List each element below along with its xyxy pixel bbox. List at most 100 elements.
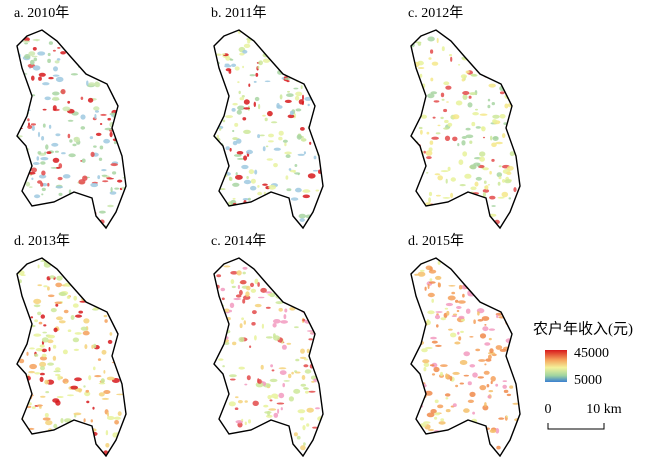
patch [47,286,50,291]
patch [219,223,223,228]
patch [320,339,323,345]
patch [102,298,107,302]
patch [450,192,454,199]
patch [32,65,41,71]
patch [100,113,107,116]
patch [236,157,245,160]
patch [463,408,470,413]
patch [488,351,495,355]
scale-end: 10 km [586,402,622,417]
patch [484,363,487,366]
patch [506,315,514,320]
patch [514,136,520,142]
patch [417,445,421,450]
patch [316,77,323,81]
patch [42,331,47,334]
patch [266,158,273,161]
patch [311,310,314,316]
patch [411,432,416,437]
patch [26,351,29,356]
patch [121,30,126,34]
patch [472,372,478,378]
patch [214,175,217,181]
patch [84,213,91,219]
patch [279,226,283,228]
patch [461,140,466,146]
patch [286,188,292,192]
patch [279,94,283,100]
patch [56,58,61,61]
patch [58,432,61,434]
patch [18,35,24,39]
patch [314,261,320,263]
patch [253,258,257,262]
patch [73,295,77,301]
patch [220,287,226,292]
patch [124,423,126,426]
patch [514,281,520,283]
region-outline [410,29,521,230]
patch [24,258,29,263]
patch [216,274,222,278]
patch [476,213,480,219]
patch [445,409,451,413]
patch [509,385,514,389]
patch [118,59,123,61]
patch [477,41,485,44]
patch [116,118,121,121]
patch [462,293,465,298]
patch [282,383,285,388]
patch [237,105,245,111]
patch [246,176,249,179]
patch [250,185,257,191]
patch [434,399,439,404]
patch [257,191,263,196]
patch [300,127,305,131]
patch [414,312,420,316]
patch [317,74,323,80]
patch [303,151,306,155]
patch [262,146,266,152]
patch [430,447,435,453]
patch [261,323,264,329]
patch [44,379,50,385]
patch [38,452,44,456]
patch [320,110,323,115]
patch [486,266,492,271]
patch [296,435,301,440]
patch [93,218,97,222]
patch [313,218,317,222]
patch [117,440,120,443]
patch [488,354,492,360]
patch [458,315,465,320]
patch [47,294,55,298]
patch [302,292,308,295]
patch [237,284,240,290]
patch [478,39,485,45]
patch [314,437,322,441]
patch [119,269,126,275]
patch [471,54,474,57]
patch [263,191,266,195]
patch [93,106,100,111]
patch [94,50,101,53]
patch [435,194,441,197]
patch [38,321,43,325]
patch [442,222,447,228]
patch [442,30,449,36]
patch [33,304,41,308]
patch [215,161,224,165]
patch [511,138,514,141]
patch [58,260,61,266]
patch [304,78,309,81]
patch [253,80,257,83]
patch [35,437,43,443]
patch [236,138,242,144]
patch [231,63,237,67]
patch [478,359,486,362]
patch [238,336,245,343]
patch [67,394,74,397]
patch [45,391,50,394]
patch [482,50,485,56]
patch [430,409,437,414]
